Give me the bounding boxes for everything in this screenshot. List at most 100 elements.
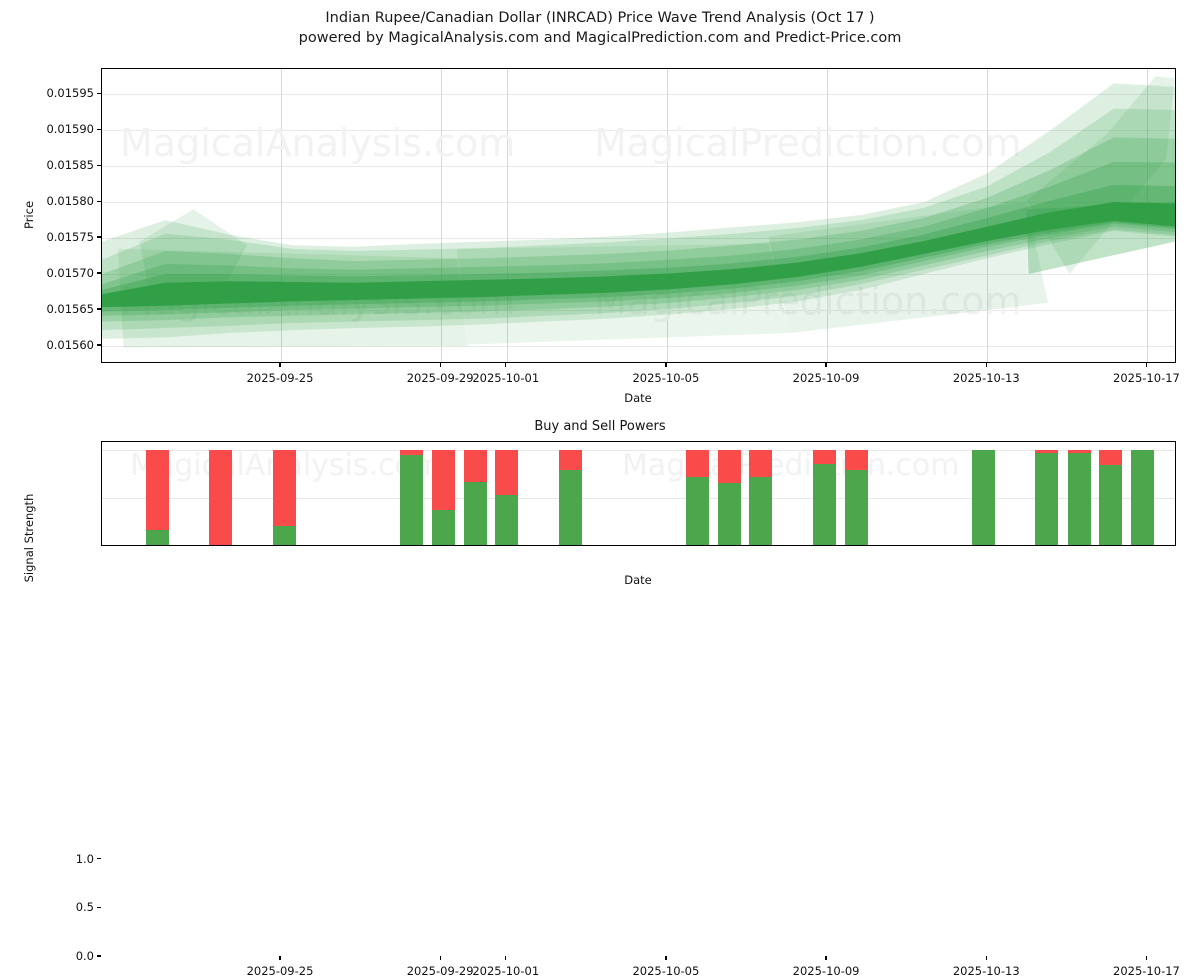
signal-bar[interactable]: [400, 449, 424, 545]
signal-x-tick-mark: [279, 956, 281, 960]
signal-x-tick-label: 2025-10-05: [632, 964, 700, 978]
signal-bar-buy-segment: [495, 494, 519, 545]
buy-sell-panel: Buy and Sell Powers MagicalAnalysis.com …: [0, 410, 1200, 978]
signal-x-tick-label: 2025-09-29: [406, 964, 474, 978]
signal-bar-sell-segment: [686, 449, 710, 477]
signal-bar[interactable]: [1099, 449, 1123, 545]
signal-bar[interactable]: [495, 449, 519, 545]
signal-bar[interactable]: [1035, 449, 1059, 545]
price-y-tick-mark: [97, 164, 101, 166]
price-wave-plot-area: MagicalAnalysis.com MagicalPrediction.co…: [101, 68, 1176, 363]
signal-bar[interactable]: [812, 449, 836, 545]
signal-bar-buy-segment: [145, 530, 169, 545]
signal-bar-sell-segment: [1067, 449, 1091, 453]
signal-y-tick-label: 0.0: [75, 949, 94, 963]
signal-bar[interactable]: [558, 449, 582, 545]
wave-band-outer-band-2: [102, 108, 1175, 331]
price-x-tick-mark: [825, 363, 827, 367]
signal-x-tick-mark: [1145, 956, 1148, 960]
signal-y-tick-mark: [97, 955, 101, 957]
buy-sell-title: Buy and Sell Powers: [534, 419, 666, 434]
price-y-tick-label: 0.01565: [46, 302, 94, 317]
price-x-tick-label: 2025-10-01: [472, 371, 540, 385]
price-y-tick-mark: [97, 344, 101, 346]
page-title: Indian Rupee/Canadian Dollar (INRCAD) Pr…: [0, 8, 1200, 48]
title-line-2: powered by MagicalAnalysis.com and Magic…: [298, 30, 902, 46]
price-gridline-h: [102, 274, 1175, 276]
price-x-tick-mark: [439, 363, 441, 367]
signal-bar-sell-segment: [1035, 449, 1059, 453]
price-x-tick-mark: [505, 363, 507, 367]
price-x-tick-label: 2025-09-25: [246, 371, 314, 385]
signal-bar[interactable]: [749, 449, 773, 545]
signal-bar-sell-segment: [273, 449, 297, 526]
signal-bar-buy-segment: [431, 510, 455, 545]
price-y-tick-label: 0.01580: [46, 194, 94, 209]
signal-bar-buy-segment: [812, 464, 836, 545]
price-y-tick-mark: [97, 128, 101, 130]
signal-y-tick-label: 0.5: [75, 900, 94, 915]
signal-bar[interactable]: [972, 449, 995, 545]
price-y-tick-label: 0.01570: [46, 266, 94, 281]
price-y-tick-label: 0.01560: [46, 338, 94, 352]
signal-bar-sell-segment: [812, 449, 836, 465]
signal-gridline-h: [102, 498, 1175, 500]
price-gridline-h: [102, 310, 1175, 312]
price-y-tick-mark: [97, 92, 101, 94]
signal-bar[interactable]: [209, 449, 233, 545]
price-y-tick-mark: [97, 272, 101, 274]
signal-bar-sell-segment: [400, 449, 424, 455]
signal-bar[interactable]: [1067, 449, 1091, 545]
signal-bar[interactable]: [844, 449, 868, 545]
signal-bar-buy-segment: [463, 481, 487, 545]
signal-bar-buy-segment: [686, 477, 710, 545]
signal-y-tick-mark: [97, 858, 101, 860]
price-x-tick-label: 2025-10-05: [632, 371, 700, 385]
signal-bar-buy-segment: [1035, 452, 1059, 545]
signal-x-tick-label: 2025-10-09: [792, 964, 860, 978]
watermark-magicalprediction-1: MagicalPrediction.com: [594, 121, 1022, 165]
signal-bar-buy-segment: [1131, 449, 1155, 545]
price-y-tick-label: 0.01595: [46, 86, 94, 101]
signal-x-tick-label: 2025-09-25: [246, 964, 314, 978]
buy-sell-plot-area: MagicalAnalysis.com MagicalPrediction.co…: [101, 441, 1176, 546]
signal-bar-buy-segment: [400, 454, 424, 545]
signal-bar[interactable]: [273, 449, 297, 545]
price-y-tick-mark: [97, 236, 101, 238]
price-x-tick-mark: [665, 363, 667, 367]
price-x-tick-mark: [1145, 363, 1148, 367]
signal-x-tick-label: 2025-10-13: [952, 964, 1020, 978]
price-x-tick-mark: [985, 363, 987, 367]
price-x-tick-mark: [279, 363, 281, 367]
signal-x-tick-label: 2025-10-01: [472, 964, 540, 978]
signal-bar[interactable]: [431, 449, 455, 545]
signal-bar-sell-segment: [558, 449, 582, 471]
signal-bar-sell-segment: [145, 449, 169, 531]
watermark-magicalprediction-3: MagicalPrediction.com: [622, 448, 960, 483]
signal-bar-buy-segment: [273, 525, 297, 545]
signal-y-axis-title: Signal Strength: [22, 493, 36, 583]
signal-bar-buy-segment: [844, 470, 868, 545]
price-y-tick-mark: [97, 200, 101, 202]
signal-x-tick-mark: [825, 956, 827, 960]
wave-band-outer-band-1: [102, 83, 1175, 339]
price-wave-bands: [102, 76, 1175, 348]
signal-bar-buy-segment: [1099, 465, 1123, 545]
price-gridline-h: [102, 94, 1175, 96]
price-y-tick-label: 0.01575: [46, 230, 94, 245]
price-gridline-h: [102, 130, 1175, 132]
wave-ghost-polygon: [139, 209, 248, 303]
price-x-tick-label: 2025-10-13: [952, 371, 1020, 385]
watermark-magicalanalysis-1: MagicalAnalysis.com: [120, 121, 516, 165]
signal-bar-sell-segment: [209, 449, 233, 545]
signal-bar[interactable]: [717, 449, 741, 545]
signal-bar[interactable]: [463, 449, 487, 545]
signal-bar[interactable]: [686, 449, 710, 545]
signal-bar-buy-segment: [749, 477, 773, 545]
signal-bar-sell-segment: [749, 449, 773, 477]
price-wave-panel: MagicalAnalysis.com MagicalPrediction.co…: [0, 0, 1200, 410]
price-x-tick-label: 2025-10-09: [792, 371, 860, 385]
price-x-axis-title: Date: [624, 391, 652, 405]
signal-bar[interactable]: [1131, 449, 1155, 545]
signal-bar[interactable]: [145, 449, 169, 545]
